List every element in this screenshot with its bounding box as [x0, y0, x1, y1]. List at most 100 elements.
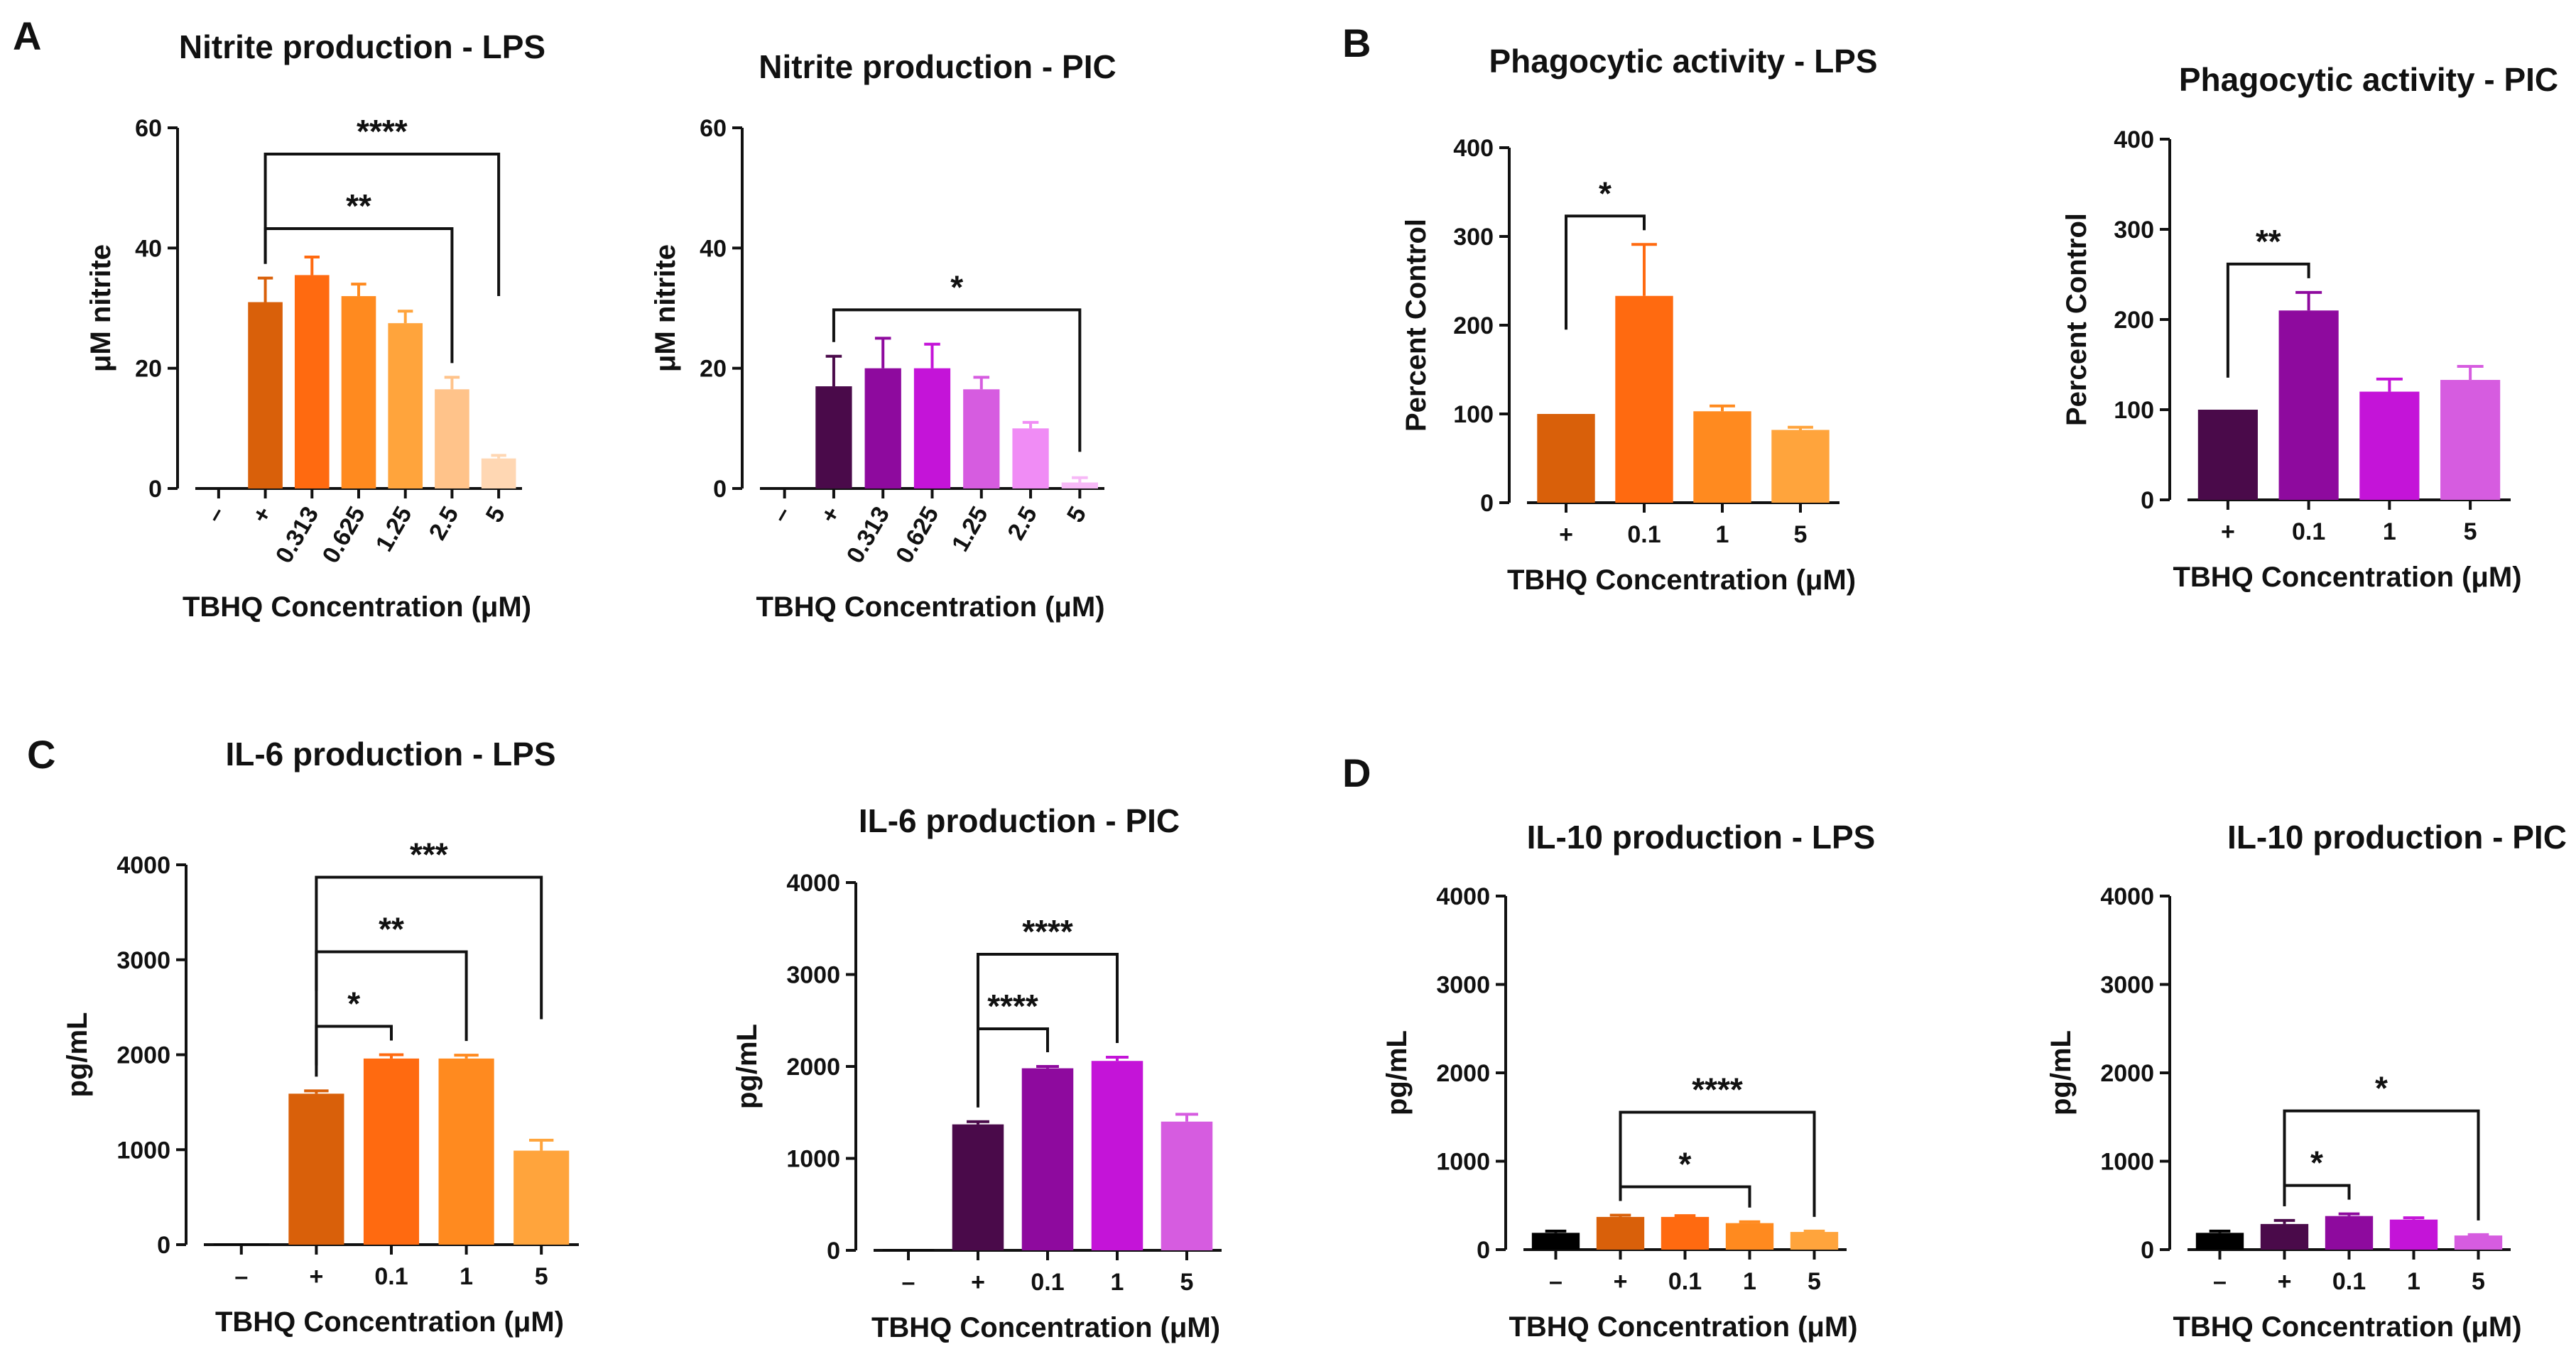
y-tick-label: 200 — [1453, 312, 1494, 339]
y-axis-label: pg/mL — [62, 1012, 93, 1098]
y-tick-label: 20 — [135, 356, 162, 383]
x-tick-label: – — [1549, 1268, 1563, 1295]
bar — [438, 1058, 494, 1245]
y-tick-label: 0 — [2141, 1237, 2154, 1264]
y-axis-label: pg/mL — [2045, 1030, 2077, 1115]
x-tick-label: + — [971, 1269, 985, 1296]
x-tick-label: + — [309, 1263, 323, 1290]
y-tick-label: 100 — [1453, 401, 1494, 428]
x-tick-label: 0.1 — [1668, 1268, 1702, 1295]
y-tick-label: 300 — [1453, 224, 1494, 251]
y-tick-label: 1000 — [2100, 1149, 2154, 1176]
significance-bracket — [977, 953, 1119, 1069]
x-tick-label: 0.625 — [317, 502, 370, 568]
bar — [294, 275, 330, 488]
significance-label: **** — [987, 988, 1038, 1025]
bar — [513, 1150, 570, 1245]
bar — [388, 323, 423, 488]
significance-bracket — [2226, 262, 2310, 378]
x-tick-label: – — [234, 1263, 248, 1290]
y-tick-label: 0 — [2141, 487, 2154, 514]
y-tick-label: 4000 — [786, 870, 840, 897]
y-tick-label: 60 — [135, 115, 162, 142]
y-axis-label: μM nitrite — [650, 244, 681, 372]
y-axis-label: Percent Control — [2061, 213, 2092, 426]
x-tick-label: + — [247, 502, 278, 528]
y-axis-label: pg/mL — [1381, 1030, 1413, 1115]
chart-title: Nitrite production - LPS — [179, 28, 545, 65]
chart-title: IL-10 production - LPS — [1527, 819, 1876, 856]
x-tick-label: 2.5 — [424, 502, 464, 545]
bar — [1161, 1121, 1213, 1250]
y-tick-label: 1000 — [1436, 1149, 1490, 1176]
x-axis-label: TBHQ Concentration (μM) — [183, 591, 531, 623]
bar — [2454, 1235, 2503, 1250]
bar — [1061, 482, 1098, 488]
significance-label: * — [347, 986, 360, 1022]
x-axis-label: TBHQ Concentration (μM) — [756, 591, 1104, 623]
chart-5: IL-6 production - LPS 0 1000 2000 3000 4000 – +… — [62, 736, 579, 1338]
chart-6: IL-6 production - PIC 0 1000 2000 3000 4000 – +… — [732, 802, 1222, 1343]
bar — [2359, 391, 2420, 500]
chart-7: IL-10 production - LPS 0 1000 2000 3000 4000 –… — [1381, 819, 1875, 1343]
y-tick-label: 0 — [157, 1232, 170, 1259]
y-tick-label: 3000 — [116, 947, 170, 974]
x-tick-label: 1 — [2383, 518, 2396, 545]
chart-title: Nitrite production - PIC — [759, 48, 1116, 85]
x-axis-label: TBHQ Concentration (μM) — [215, 1306, 564, 1338]
bar — [341, 296, 376, 488]
significance-bracket — [1619, 1110, 1816, 1217]
y-tick-label: 0 — [713, 476, 727, 503]
significance-label: * — [950, 268, 963, 305]
x-tick-label: 5 — [1794, 521, 1808, 548]
chart-title: IL-10 production - PIC — [2227, 819, 2567, 856]
x-tick-label: + — [815, 502, 846, 528]
y-tick-label: 20 — [700, 356, 727, 383]
y-tick-label: 4000 — [116, 852, 170, 879]
x-tick-label: 1 — [1743, 1268, 1756, 1295]
y-tick-label: 1000 — [116, 1137, 170, 1164]
significance-label: **** — [357, 113, 408, 150]
chart-1: Nitrite production - LPS 0 20 40 60 – +0.3130.… — [85, 28, 545, 623]
bar — [2197, 410, 2258, 500]
x-tick-label: 5 — [2464, 518, 2477, 545]
x-tick-label: 5 — [535, 1263, 548, 1290]
significance-bracket — [315, 875, 543, 1020]
chart-title: Phagocytic activity - PIC — [2179, 61, 2558, 98]
significance-label: **** — [1692, 1071, 1743, 1108]
y-axis-label: Percent Control — [1401, 219, 1432, 432]
x-tick-label: 5 — [2472, 1268, 2485, 1295]
x-axis-label: TBHQ Concentration (μM) — [1507, 564, 1856, 596]
x-tick-label: 0.1 — [1031, 1269, 1064, 1296]
x-tick-label: + — [2278, 1268, 2292, 1295]
y-tick-label: 1000 — [786, 1146, 840, 1173]
chart-2: Nitrite production - PIC 0 20 40 60 – +0.3130.… — [650, 48, 1116, 623]
bar — [2260, 1223, 2309, 1250]
significance-label: ** — [379, 911, 404, 948]
y-axis-label: pg/mL — [732, 1024, 763, 1109]
bar — [288, 1093, 344, 1245]
bar — [435, 389, 469, 488]
chart-title: Phagocytic activity - LPS — [1489, 43, 1877, 80]
significance-bracket — [263, 153, 501, 297]
significance-bracket — [315, 950, 468, 1066]
x-tick-label: 5 — [1062, 502, 1092, 527]
x-axis-label: TBHQ Concentration (μM) — [871, 1312, 1220, 1343]
bar — [1771, 430, 1830, 503]
y-axis-label: μM nitrite — [85, 244, 116, 372]
bar — [815, 386, 852, 488]
x-tick-label: 0.1 — [374, 1263, 408, 1290]
significance-bracket — [2283, 1109, 2480, 1221]
x-axis-label: TBHQ Concentration (μM) — [2173, 1311, 2521, 1343]
bar — [913, 368, 951, 488]
y-tick-label: 100 — [2114, 397, 2154, 424]
chart-title: IL-6 production - PIC — [859, 802, 1180, 839]
x-tick-label: – — [2213, 1268, 2227, 1295]
x-tick-label: 1 — [1111, 1269, 1124, 1296]
significance-label: **** — [1022, 913, 1073, 950]
y-tick-label: 40 — [700, 235, 727, 262]
y-tick-label: 4000 — [1436, 883, 1490, 910]
y-tick-label: 4000 — [2100, 883, 2154, 910]
